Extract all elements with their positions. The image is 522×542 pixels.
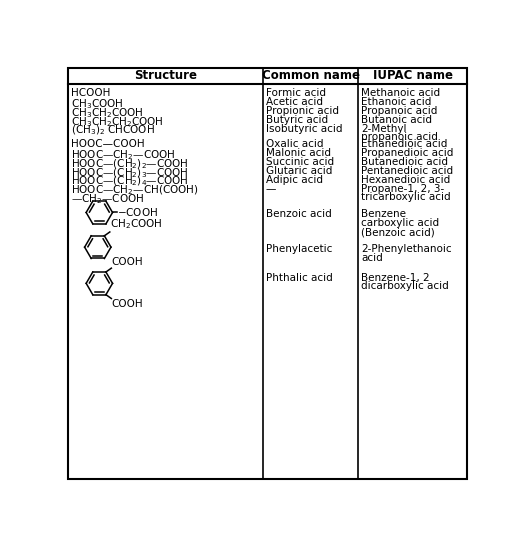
Text: (Benzoic acid): (Benzoic acid) [361, 227, 435, 237]
Text: Butanedioic acid: Butanedioic acid [361, 157, 448, 167]
Text: Phenylacetic: Phenylacetic [266, 244, 332, 254]
Text: COOH: COOH [111, 257, 143, 267]
Text: Benzene: Benzene [361, 209, 407, 220]
Text: CH$_3$CH$_2$CH$_2$COOH: CH$_3$CH$_2$CH$_2$COOH [72, 115, 164, 128]
Text: Isobutyric acid: Isobutyric acid [266, 124, 342, 133]
Text: Adipic acid: Adipic acid [266, 175, 323, 185]
Text: Ethanedioic acid: Ethanedioic acid [361, 139, 448, 150]
Text: IUPAC name: IUPAC name [373, 69, 453, 82]
Text: Phthalic acid: Phthalic acid [266, 273, 333, 282]
Text: Propanedioic acid: Propanedioic acid [361, 148, 454, 158]
Text: Propanoic acid: Propanoic acid [361, 106, 438, 116]
Text: Malonic acid: Malonic acid [266, 148, 331, 158]
Text: Hexanedioic acid: Hexanedioic acid [361, 175, 450, 185]
Text: 2-Methyl: 2-Methyl [361, 124, 407, 133]
Text: Pentanedioic acid: Pentanedioic acid [361, 166, 454, 176]
Text: Structure: Structure [134, 69, 197, 82]
Text: Butanoic acid: Butanoic acid [361, 115, 432, 125]
Text: —CH$_2$—COOH: —CH$_2$—COOH [72, 192, 145, 207]
Text: Acetic acid: Acetic acid [266, 97, 323, 107]
Text: HCOOH: HCOOH [72, 88, 111, 98]
Text: propanoic acid: propanoic acid [361, 132, 438, 143]
Text: Propionic acid: Propionic acid [266, 106, 339, 116]
Text: acid: acid [361, 253, 383, 263]
Text: Methanoic acid: Methanoic acid [361, 88, 441, 98]
Text: HOOC—(CH$_2$)$_3$—COOH: HOOC—(CH$_2$)$_3$—COOH [72, 166, 189, 179]
Text: COOH: COOH [111, 299, 143, 309]
Text: (CH$_3$)$_2$ CHCOOH: (CH$_3$)$_2$ CHCOOH [72, 124, 156, 137]
Text: HOOC—CH$_2$—COOH: HOOC—CH$_2$—COOH [72, 148, 176, 162]
Text: Ethanoic acid: Ethanoic acid [361, 97, 432, 107]
Text: HOOC—(CH$_2$)$_2$—COOH: HOOC—(CH$_2$)$_2$—COOH [72, 157, 189, 171]
Text: CH$_3$CH$_2$COOH: CH$_3$CH$_2$COOH [72, 106, 144, 120]
Text: Propane-1, 2, 3-: Propane-1, 2, 3- [361, 184, 445, 193]
Text: carboxylic acid: carboxylic acid [361, 218, 440, 228]
Text: Benzoic acid: Benzoic acid [266, 209, 331, 220]
Text: Butyric acid: Butyric acid [266, 115, 328, 125]
Text: 2-Phenylethanoic: 2-Phenylethanoic [361, 244, 452, 254]
Text: Oxalic acid: Oxalic acid [266, 139, 323, 150]
Text: CH$_2$COOH: CH$_2$COOH [110, 217, 162, 231]
Text: $-$COOH: $-$COOH [117, 207, 158, 218]
Text: Succinic acid: Succinic acid [266, 157, 334, 167]
Text: dicarboxylic acid: dicarboxylic acid [361, 281, 449, 292]
Text: HOOC—(CH$_2$)$_4$—COOH: HOOC—(CH$_2$)$_4$—COOH [72, 175, 189, 189]
Text: tricarboxylic acid: tricarboxylic acid [361, 192, 451, 203]
Text: HOOC—CH$_2$—CH(COOH): HOOC—CH$_2$—CH(COOH) [72, 184, 199, 197]
Text: CH$_3$COOH: CH$_3$COOH [72, 97, 124, 111]
Text: Glutaric acid: Glutaric acid [266, 166, 332, 176]
Text: Benzene-1, 2: Benzene-1, 2 [361, 273, 430, 282]
Text: Formic acid: Formic acid [266, 88, 326, 98]
Text: HOOC—COOH: HOOC—COOH [72, 139, 145, 150]
Text: Common name: Common name [262, 69, 360, 82]
Text: —: — [266, 184, 276, 193]
